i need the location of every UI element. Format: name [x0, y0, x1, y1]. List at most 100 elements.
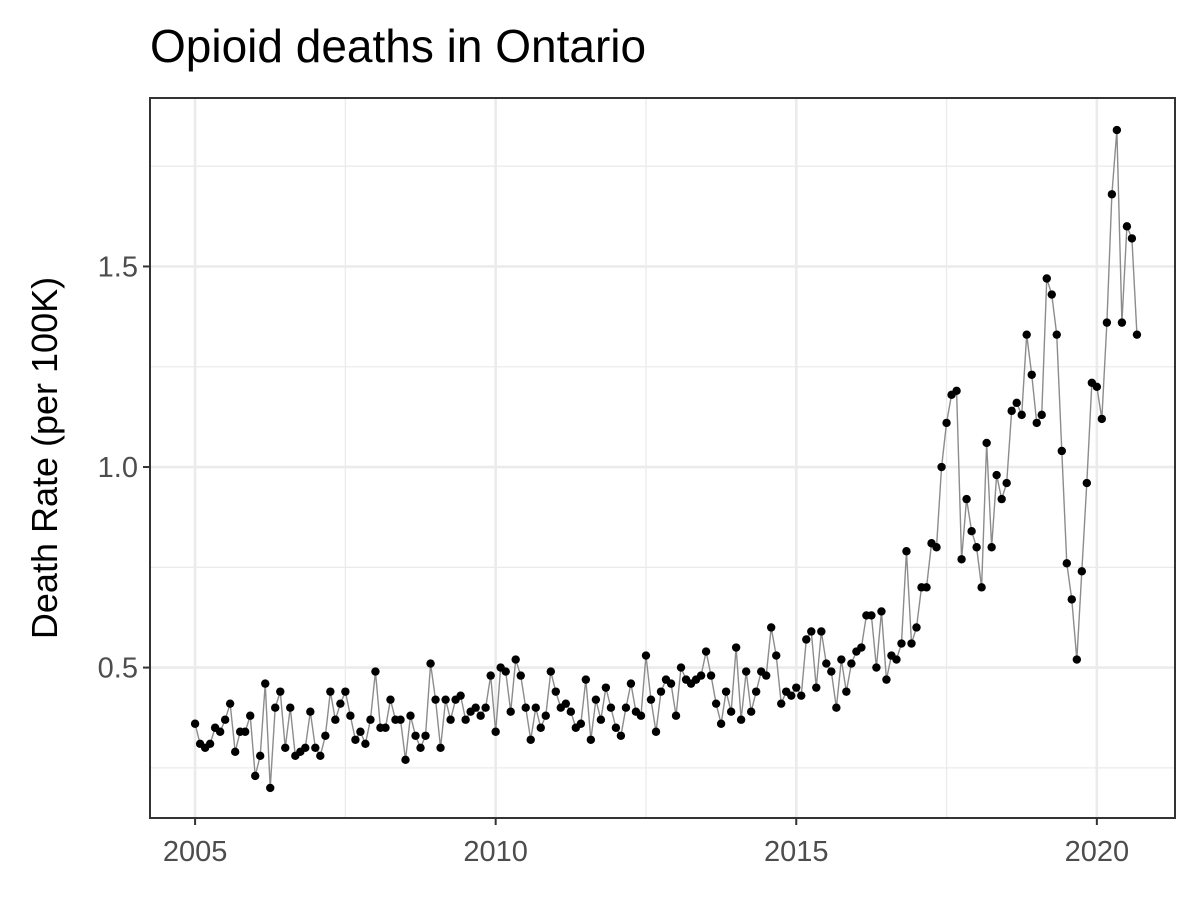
data-point [246, 711, 255, 720]
data-point [276, 687, 285, 696]
data-point [731, 643, 741, 652]
data-point [1092, 382, 1102, 391]
data-point [306, 707, 315, 716]
data-point [827, 667, 836, 676]
data-point [1107, 190, 1117, 199]
data-point [220, 715, 230, 724]
data-point [847, 659, 856, 668]
data-point [341, 687, 350, 696]
data-point [251, 771, 260, 781]
data-point [701, 647, 711, 656]
data-point [521, 703, 530, 712]
data-point [396, 715, 405, 724]
data-point [566, 707, 576, 716]
data-point [611, 723, 621, 732]
data-point [1122, 222, 1132, 231]
data-point [606, 703, 616, 712]
data-point [626, 679, 636, 688]
data-point [1062, 559, 1071, 568]
data-point [381, 723, 390, 732]
data-point [636, 711, 646, 720]
data-point [331, 715, 340, 724]
data-point [646, 695, 656, 704]
data-point [1127, 234, 1137, 243]
data-point [651, 727, 661, 736]
data-point [596, 715, 606, 724]
data-point [1117, 318, 1127, 327]
y-tick-label: 0.5 [98, 653, 138, 685]
data-point [912, 623, 921, 632]
y-tick-label: 1.0 [98, 452, 138, 484]
data-point [1077, 567, 1087, 576]
data-point [1097, 414, 1107, 424]
data-point [225, 699, 235, 708]
data-point [401, 755, 410, 765]
series-line [194, 130, 1138, 788]
data-point [817, 627, 826, 636]
data-point [441, 695, 450, 704]
data-point [421, 731, 430, 740]
data-point [281, 743, 290, 753]
data-point [787, 691, 796, 700]
data-point [601, 683, 611, 692]
data-point [772, 651, 781, 660]
data-point [1082, 478, 1092, 488]
data-point [406, 711, 415, 720]
data-point [511, 655, 520, 664]
data-point [486, 671, 495, 680]
data-point [842, 687, 851, 696]
chart-title: Opioid deaths in Ontario [150, 20, 646, 72]
data-point [416, 743, 425, 753]
data-point [792, 683, 801, 692]
data-point [240, 727, 250, 736]
data-point [857, 643, 866, 652]
y-tick-label: 1.5 [98, 251, 138, 283]
data-point [481, 703, 490, 712]
data-point [491, 727, 500, 736]
data-point [716, 719, 726, 728]
data-point [877, 607, 886, 616]
data-point [371, 667, 380, 676]
data-point [992, 470, 1001, 480]
data-point [321, 731, 330, 740]
data-point [411, 731, 420, 740]
data-point [641, 651, 651, 660]
data-point [301, 743, 310, 753]
plot-panel-border [149, 97, 1176, 819]
data-point [802, 635, 811, 644]
data-point [882, 675, 891, 684]
data-point [1112, 125, 1122, 135]
x-tick-label: 2020 [1065, 836, 1130, 868]
data-point [676, 663, 686, 672]
data-point [1057, 446, 1067, 456]
data-point [336, 699, 345, 708]
data-point [1067, 595, 1076, 604]
data-point [822, 659, 831, 668]
data-point [516, 671, 525, 680]
data-point [736, 715, 746, 724]
data-point [932, 543, 941, 552]
data-point [261, 679, 270, 688]
data-point [671, 711, 681, 720]
data-point [541, 711, 550, 720]
data-point [897, 639, 906, 648]
data-point [436, 743, 445, 753]
data-point [907, 639, 916, 648]
data-point [230, 747, 240, 757]
data-point [616, 731, 626, 740]
data-point [902, 547, 911, 556]
data-point [656, 687, 666, 696]
data-point [977, 583, 986, 592]
data-point [266, 783, 275, 793]
data-point [546, 667, 555, 676]
x-tick-label: 2010 [463, 836, 528, 868]
data-point [962, 494, 971, 504]
data-point [531, 703, 540, 712]
data-point [506, 707, 515, 716]
data-point [1072, 655, 1082, 664]
data-point [952, 386, 961, 396]
data-point [982, 438, 991, 448]
data-point [1052, 330, 1061, 339]
data-point [286, 703, 295, 712]
data-point [867, 611, 876, 620]
